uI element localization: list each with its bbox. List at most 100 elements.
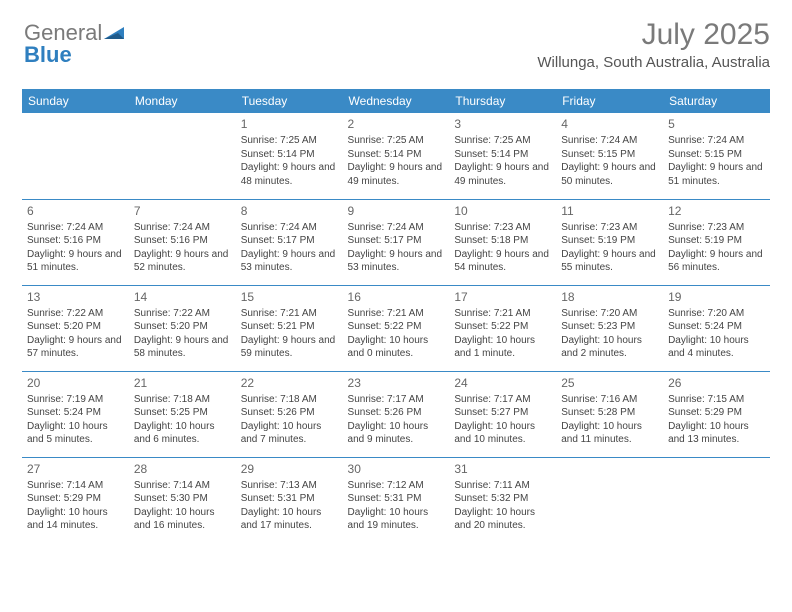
- sunset-line: Sunset: 5:16 PM: [134, 234, 231, 248]
- calendar-cell: 2Sunrise: 7:25 AMSunset: 5:14 PMDaylight…: [343, 113, 450, 199]
- sunset-line: Sunset: 5:22 PM: [348, 320, 445, 334]
- sunset-line: Sunset: 5:27 PM: [454, 406, 551, 420]
- daylight-line: Daylight: 10 hours and 11 minutes.: [561, 420, 658, 447]
- calendar-cell: [22, 113, 129, 199]
- calendar-cell: 29Sunrise: 7:13 AMSunset: 5:31 PMDayligh…: [236, 457, 343, 543]
- daylight-line: Daylight: 10 hours and 1 minute.: [454, 334, 551, 361]
- sunrise-line: Sunrise: 7:24 AM: [668, 134, 765, 148]
- daylight-line: Daylight: 10 hours and 13 minutes.: [668, 420, 765, 447]
- day-number: 4: [561, 116, 658, 132]
- daylight-line: Daylight: 9 hours and 50 minutes.: [561, 161, 658, 188]
- sunset-line: Sunset: 5:20 PM: [134, 320, 231, 334]
- sunrise-line: Sunrise: 7:19 AM: [27, 393, 124, 407]
- daylight-line: Daylight: 9 hours and 56 minutes.: [668, 248, 765, 275]
- daylight-line: Daylight: 10 hours and 10 minutes.: [454, 420, 551, 447]
- day-number: 28: [134, 461, 231, 477]
- calendar-head: SundayMondayTuesdayWednesdayThursdayFrid…: [22, 89, 770, 113]
- calendar-cell: 27Sunrise: 7:14 AMSunset: 5:29 PMDayligh…: [22, 457, 129, 543]
- calendar-cell: 24Sunrise: 7:17 AMSunset: 5:27 PMDayligh…: [449, 371, 556, 457]
- calendar-cell: 19Sunrise: 7:20 AMSunset: 5:24 PMDayligh…: [663, 285, 770, 371]
- calendar-cell: 23Sunrise: 7:17 AMSunset: 5:26 PMDayligh…: [343, 371, 450, 457]
- calendar-cell: [663, 457, 770, 543]
- sunrise-line: Sunrise: 7:25 AM: [454, 134, 551, 148]
- calendar-cell: 15Sunrise: 7:21 AMSunset: 5:21 PMDayligh…: [236, 285, 343, 371]
- sunset-line: Sunset: 5:25 PM: [134, 406, 231, 420]
- calendar-cell: 7Sunrise: 7:24 AMSunset: 5:16 PMDaylight…: [129, 199, 236, 285]
- calendar-cell: [129, 113, 236, 199]
- day-number: 1: [241, 116, 338, 132]
- sunset-line: Sunset: 5:19 PM: [668, 234, 765, 248]
- calendar-cell: 26Sunrise: 7:15 AMSunset: 5:29 PMDayligh…: [663, 371, 770, 457]
- calendar-cell: 8Sunrise: 7:24 AMSunset: 5:17 PMDaylight…: [236, 199, 343, 285]
- sunset-line: Sunset: 5:18 PM: [454, 234, 551, 248]
- day-number: 18: [561, 289, 658, 305]
- daylight-line: Daylight: 9 hours and 49 minutes.: [348, 161, 445, 188]
- sunset-line: Sunset: 5:29 PM: [668, 406, 765, 420]
- sunset-line: Sunset: 5:19 PM: [561, 234, 658, 248]
- daylight-line: Daylight: 10 hours and 2 minutes.: [561, 334, 658, 361]
- daylight-line: Daylight: 9 hours and 52 minutes.: [134, 248, 231, 275]
- daylight-line: Daylight: 10 hours and 14 minutes.: [27, 506, 124, 533]
- weekday-header: Sunday: [22, 89, 129, 113]
- weekday-header: Tuesday: [236, 89, 343, 113]
- sunrise-line: Sunrise: 7:16 AM: [561, 393, 658, 407]
- calendar-body: 1Sunrise: 7:25 AMSunset: 5:14 PMDaylight…: [22, 113, 770, 543]
- sunset-line: Sunset: 5:28 PM: [561, 406, 658, 420]
- daylight-line: Daylight: 10 hours and 5 minutes.: [27, 420, 124, 447]
- calendar-cell: [556, 457, 663, 543]
- sunset-line: Sunset: 5:16 PM: [27, 234, 124, 248]
- day-number: 11: [561, 203, 658, 219]
- daylight-line: Daylight: 9 hours and 53 minutes.: [241, 248, 338, 275]
- sunrise-line: Sunrise: 7:18 AM: [241, 393, 338, 407]
- daylight-line: Daylight: 10 hours and 17 minutes.: [241, 506, 338, 533]
- daylight-line: Daylight: 10 hours and 0 minutes.: [348, 334, 445, 361]
- sunset-line: Sunset: 5:20 PM: [27, 320, 124, 334]
- day-number: 27: [27, 461, 124, 477]
- daylight-line: Daylight: 9 hours and 53 minutes.: [348, 248, 445, 275]
- calendar-cell: 4 Sunrise: 7:24 AMSunset: 5:15 PMDaylight…: [556, 113, 663, 199]
- calendar-cell: 9Sunrise: 7:24 AMSunset: 5:17 PMDaylight…: [343, 199, 450, 285]
- sunset-line: Sunset: 5:23 PM: [561, 320, 658, 334]
- sunrise-line: Sunrise: 7:24 AM: [241, 221, 338, 235]
- sunset-line: Sunset: 5:22 PM: [454, 320, 551, 334]
- day-number: 26: [668, 375, 765, 391]
- sunset-line: Sunset: 5:15 PM: [668, 148, 765, 162]
- sunset-line: Sunset: 5:21 PM: [241, 320, 338, 334]
- sunrise-line: Sunrise: 7:21 AM: [241, 307, 338, 321]
- sunset-line: Sunset: 5:31 PM: [241, 492, 338, 506]
- daylight-line: Daylight: 9 hours and 49 minutes.: [454, 161, 551, 188]
- calendar-cell: 20Sunrise: 7:19 AMSunset: 5:24 PMDayligh…: [22, 371, 129, 457]
- sunrise-line: Sunrise: 7:25 AM: [241, 134, 338, 148]
- calendar-cell: 28Sunrise: 7:14 AMSunset: 5:30 PMDayligh…: [129, 457, 236, 543]
- daylight-line: Daylight: 10 hours and 19 minutes.: [348, 506, 445, 533]
- sunset-line: Sunset: 5:31 PM: [348, 492, 445, 506]
- sunset-line: Sunset: 5:14 PM: [348, 148, 445, 162]
- calendar-cell: 31Sunrise: 7:11 AMSunset: 5:32 PMDayligh…: [449, 457, 556, 543]
- sunset-line: Sunset: 5:14 PM: [241, 148, 338, 162]
- sunset-line: Sunset: 5:26 PM: [348, 406, 445, 420]
- calendar-cell: 16Sunrise: 7:21 AMSunset: 5:22 PMDayligh…: [343, 285, 450, 371]
- calendar-cell: 3Sunrise: 7:25 AMSunset: 5:14 PMDaylight…: [449, 113, 556, 199]
- sunrise-line: Sunrise: 7:24 AM: [348, 221, 445, 235]
- sunrise-line: Sunrise: 7:14 AM: [27, 479, 124, 493]
- sunrise-line: Sunrise: 7:20 AM: [561, 307, 658, 321]
- daylight-line: Daylight: 10 hours and 16 minutes.: [134, 506, 231, 533]
- day-number: 20: [27, 375, 124, 391]
- brand-part2: Blue: [24, 42, 72, 67]
- sunset-line: Sunset: 5:17 PM: [241, 234, 338, 248]
- calendar-cell: 6Sunrise: 7:24 AMSunset: 5:16 PMDaylight…: [22, 199, 129, 285]
- sunrise-line: Sunrise: 7:22 AM: [27, 307, 124, 321]
- sunset-line: Sunset: 5:15 PM: [561, 148, 658, 162]
- brand-part2-wrap: Blue: [24, 42, 72, 68]
- day-number: 10: [454, 203, 551, 219]
- day-number: 17: [454, 289, 551, 305]
- day-number: 24: [454, 375, 551, 391]
- sunrise-line: Sunrise: 7:24 AM: [561, 134, 658, 148]
- sunrise-line: Sunrise: 7:12 AM: [348, 479, 445, 493]
- daylight-line: Daylight: 9 hours and 51 minutes.: [27, 248, 124, 275]
- daylight-line: Daylight: 9 hours and 48 minutes.: [241, 161, 338, 188]
- weekday-header: Monday: [129, 89, 236, 113]
- day-number: 31: [454, 461, 551, 477]
- day-number: 14: [134, 289, 231, 305]
- sunrise-line: Sunrise: 7:23 AM: [668, 221, 765, 235]
